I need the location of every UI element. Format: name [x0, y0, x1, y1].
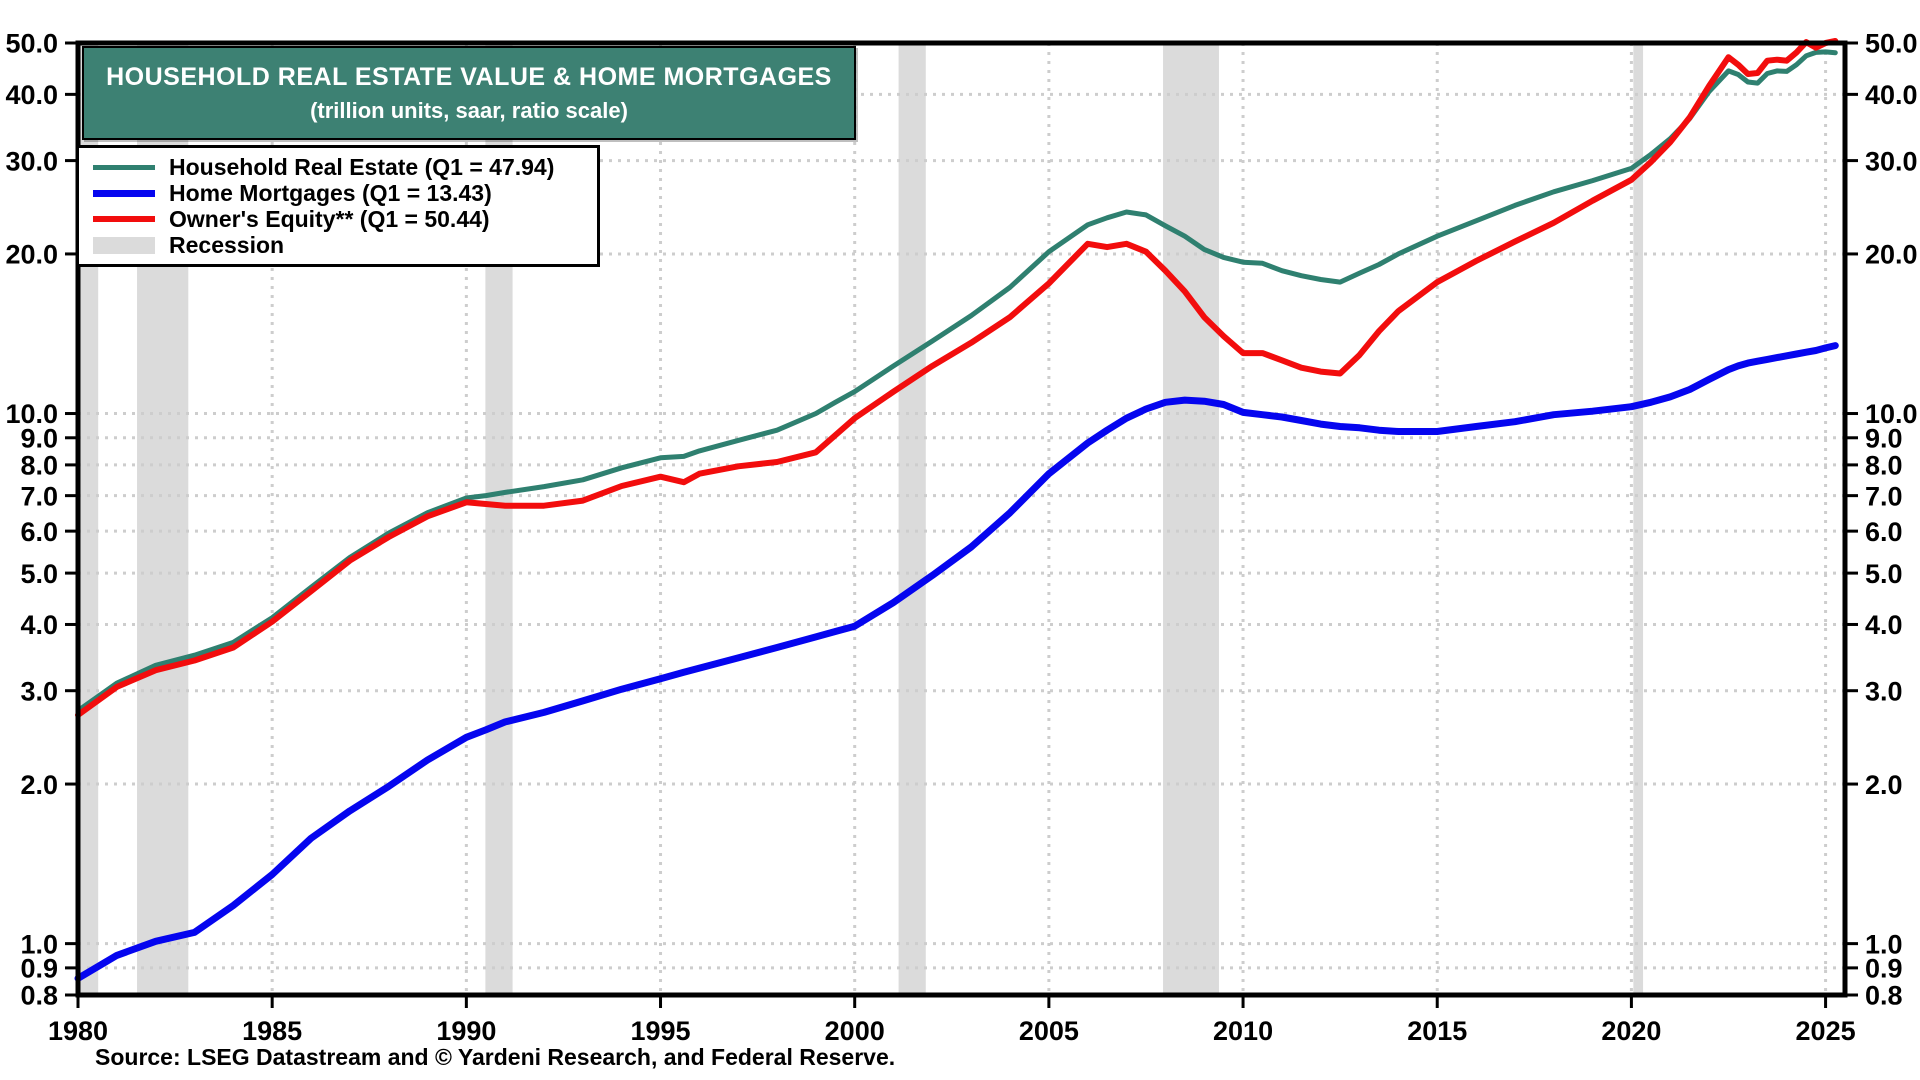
y-axis-label-right: 3.0: [1865, 676, 1903, 706]
y-axis-label-left: 7.0: [20, 481, 58, 511]
recession-band: [79, 43, 99, 995]
y-axis-label-left: 3.0: [20, 676, 58, 706]
y-axis-label-right: 2.0: [1865, 770, 1903, 800]
y-axis-label-right: 10.0: [1865, 399, 1918, 429]
recession-band: [1633, 43, 1644, 995]
chart-title: HOUSEHOLD REAL ESTATE VALUE & HOME MORTG…: [106, 62, 832, 91]
chart-legend: Household Real Estate (Q1 = 47.94) Home …: [76, 145, 600, 267]
y-axis-label-right: 1.0: [1865, 929, 1903, 959]
y-axis-label-left: 1.0: [20, 929, 58, 959]
y-axis-label-right: 4.0: [1865, 610, 1903, 640]
legend-item-recession: Recession: [93, 232, 587, 258]
legend-item-household-real-estate: Household Real Estate (Q1 = 47.94): [93, 154, 587, 180]
y-axis-label-left: 0.9: [20, 954, 58, 984]
chart-title-box: HOUSEHOLD REAL ESTATE VALUE & HOME MORTG…: [82, 46, 856, 140]
y-axis-label-left: 0.8: [20, 981, 58, 1011]
y-axis-label-right: 40.0: [1865, 80, 1918, 110]
series-line-owners-equity: [75, 38, 1839, 718]
legend-item-home-mortgages: Home Mortgages (Q1 = 13.43): [93, 180, 587, 206]
y-axis-label-left: 20.0: [5, 240, 58, 270]
x-axis-label: 1990: [436, 1016, 496, 1046]
y-axis-label-right: 0.9: [1865, 954, 1903, 984]
recession-band: [898, 43, 926, 995]
x-axis-label: 1985: [242, 1016, 302, 1046]
legend-label: Household Real Estate (Q1 = 47.94): [169, 153, 555, 180]
series-line-household-real-estate: [75, 49, 1838, 714]
x-axis-label: 1995: [630, 1016, 690, 1046]
x-axis-label: 2010: [1213, 1016, 1273, 1046]
x-axis-label: 2015: [1407, 1016, 1467, 1046]
legend-label: Owner's Equity** (Q1 = 50.44): [169, 205, 490, 232]
home-mortgages-line-swatch: [93, 189, 155, 197]
x-axis-label: 2025: [1796, 1016, 1856, 1046]
x-axis-label: 2020: [1601, 1016, 1661, 1046]
household-real-estate-line-swatch: [93, 164, 155, 170]
y-axis-label-right: 6.0: [1865, 517, 1903, 547]
y-axis-label-right: 30.0: [1865, 146, 1918, 176]
recession-band-swatch: [93, 236, 155, 254]
y-axis-label-right: 9.0: [1865, 424, 1903, 454]
chart-subtitle: (trillion units, saar, ratio scale): [310, 97, 628, 123]
y-axis-label-left: 6.0: [20, 517, 58, 547]
y-axis-label-right: 7.0: [1865, 481, 1903, 511]
y-axis-label-left: 10.0: [5, 399, 58, 429]
legend-label: Recession: [169, 231, 285, 258]
legend-label: Home Mortgages (Q1 = 13.43): [169, 179, 492, 206]
recession-band: [1163, 43, 1219, 995]
y-axis-label-right: 50.0: [1865, 29, 1918, 59]
y-axis-label-left: 40.0: [5, 80, 58, 110]
legend-item-owners-equity: Owner's Equity** (Q1 = 50.44): [93, 206, 587, 232]
y-axis-label-right: 0.8: [1865, 981, 1903, 1011]
y-axis-label-left: 50.0: [5, 29, 58, 59]
x-axis-label: 2005: [1019, 1016, 1079, 1046]
x-axis-label: 2000: [825, 1016, 885, 1046]
series-line-home-mortgages: [74, 342, 1839, 982]
y-axis-label-right: 20.0: [1865, 240, 1918, 270]
y-axis-label-left: 8.0: [20, 451, 58, 481]
source-attribution: Source: LSEG Datastream and © Yardeni Re…: [95, 1044, 896, 1070]
x-axis-label: 1980: [48, 1016, 108, 1046]
y-axis-label-left: 4.0: [20, 610, 58, 640]
y-axis-label-right: 8.0: [1865, 451, 1903, 481]
y-axis-label-left: 30.0: [5, 146, 58, 176]
y-axis-label-left: 2.0: [20, 770, 58, 800]
plot-frame: [75, 40, 1848, 998]
owners-equity-line-swatch: [93, 216, 155, 222]
y-axis-label-left: 9.0: [20, 424, 58, 454]
y-axis-label-left: 5.0: [20, 559, 58, 589]
y-axis-label-right: 5.0: [1865, 559, 1903, 589]
